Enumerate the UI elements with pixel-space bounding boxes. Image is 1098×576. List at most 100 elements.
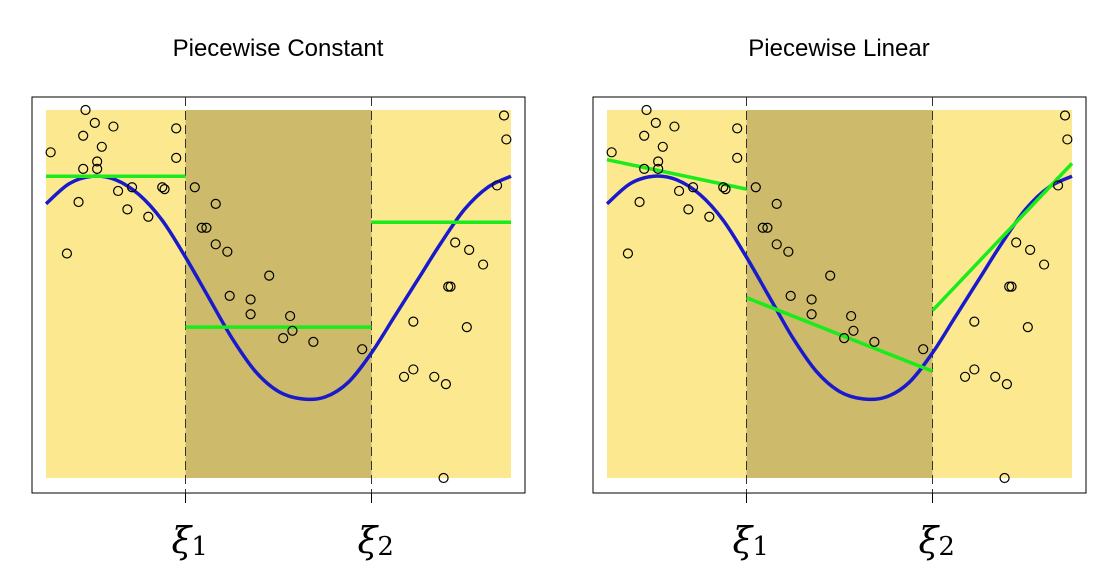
chart-panel-piecewise-constant: Piecewise Constant ξ1 ξ2 [31, 35, 526, 562]
data-point [762, 222, 773, 233]
data-point [112, 185, 124, 197]
data-point [606, 147, 617, 158]
data-point [1059, 110, 1071, 121]
data-point [639, 163, 650, 174]
data-point [201, 222, 212, 233]
data-point [196, 222, 207, 233]
knot-subscript: 1 [752, 532, 769, 562]
data-point [210, 198, 221, 209]
data-point [1011, 237, 1022, 248]
data-point [683, 204, 694, 215]
data-point [657, 141, 668, 152]
data-point [89, 117, 100, 128]
data-point [1025, 244, 1036, 255]
knot-subscript: 1 [191, 532, 208, 562]
true-function-curve [44, 174, 512, 402]
data-point [429, 371, 440, 382]
data-point [122, 204, 133, 215]
data-point [783, 246, 794, 257]
data-point [78, 130, 89, 141]
knot-symbol: ξ [358, 521, 380, 562]
data-point [224, 290, 235, 301]
data-point [839, 333, 850, 344]
knot-label-1: ξ1 [733, 521, 769, 562]
data-point [143, 211, 154, 222]
region-middle [746, 110, 933, 478]
data-point [806, 309, 817, 320]
knot-label-2: ξ2 [358, 521, 394, 562]
data-point [718, 182, 729, 193]
data-point [157, 182, 168, 193]
data-point [61, 248, 73, 259]
data-point [73, 196, 84, 208]
plot-frame [31, 96, 526, 494]
data-point [969, 364, 980, 375]
data-point [634, 196, 645, 208]
data-point [126, 182, 138, 193]
data-point [210, 239, 221, 250]
data-point [245, 309, 256, 320]
data-point [498, 110, 510, 121]
data-point [999, 472, 1010, 484]
data-point [96, 141, 107, 152]
data-point [308, 336, 319, 347]
knot-symbol: ξ [172, 521, 194, 562]
data-point [222, 246, 233, 257]
data-point [450, 237, 461, 248]
data-point [445, 281, 456, 292]
chart-svg-piecewise-linear: Piecewise Linear ξ1 ξ2 [592, 35, 1087, 562]
data-point [639, 130, 650, 141]
data-point [171, 152, 182, 163]
fit-segment-3 [931, 162, 1074, 312]
data-point [189, 182, 200, 193]
data-point [1022, 322, 1033, 333]
data-point [771, 198, 782, 209]
data-point [825, 270, 836, 281]
region-left [46, 110, 186, 478]
data-point [357, 344, 368, 355]
data-point [398, 371, 410, 382]
chart-title: Piecewise Linear [748, 35, 929, 62]
data-point [757, 222, 768, 233]
data-point [92, 163, 103, 174]
data-point [92, 156, 103, 167]
plot-area: ξ1 ξ2 [31, 96, 526, 562]
data-point [285, 310, 296, 322]
data-point [287, 325, 298, 336]
fit-segment-2 [745, 296, 934, 373]
data-point [1052, 180, 1064, 191]
data-point [464, 244, 475, 255]
data-point [171, 123, 182, 134]
data-point [848, 325, 859, 336]
data-point [704, 211, 715, 222]
data-point [80, 104, 91, 116]
data-point [264, 270, 275, 281]
region-right [371, 110, 511, 478]
fit-segment-1 [606, 157, 747, 191]
data-point [1039, 259, 1050, 270]
data-point [159, 184, 170, 195]
region-middle [185, 110, 372, 478]
data-point [461, 322, 472, 333]
chart-panel-piecewise-linear: Piecewise Linear ξ1 ξ2 [549, 0, 1098, 576]
plot-area: ξ1 ξ2 [592, 96, 1087, 562]
data-point [491, 180, 503, 191]
data-point [501, 134, 512, 145]
data-point [438, 472, 449, 484]
data-point [653, 163, 664, 174]
chart-title: Piecewise Constant [173, 35, 384, 62]
knot-symbol: ξ [919, 521, 941, 562]
data-point [669, 121, 680, 132]
data-point [440, 379, 451, 390]
plot-frame [592, 96, 1087, 494]
data-point [732, 123, 743, 134]
data-point [869, 336, 880, 347]
data-point [245, 294, 256, 305]
data-point [641, 104, 652, 116]
data-point [969, 316, 980, 327]
data-point [408, 364, 419, 375]
region-left [607, 110, 747, 478]
data-point [45, 147, 56, 158]
data-point [622, 248, 634, 259]
data-point [673, 185, 685, 197]
